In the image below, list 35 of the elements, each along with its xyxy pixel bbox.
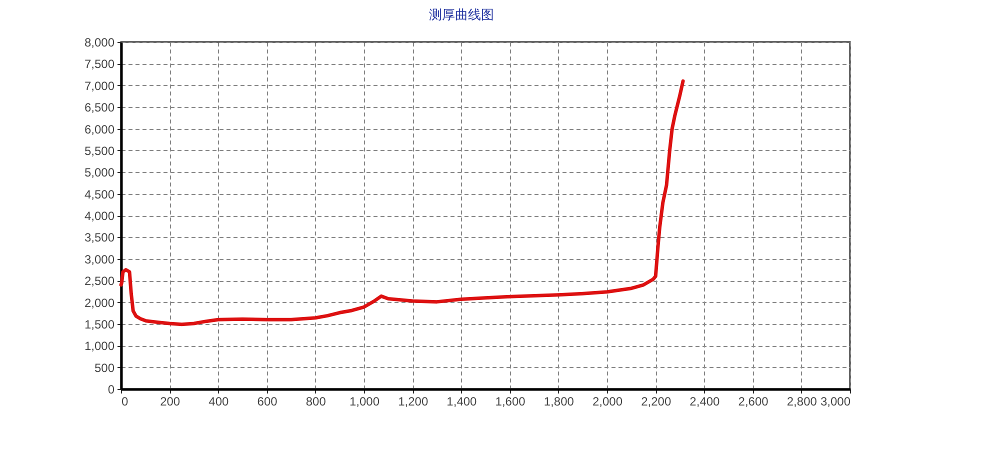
- y-tick-label: 7,500: [84, 57, 115, 72]
- x-tick-label: 1,800: [544, 394, 574, 408]
- x-tick-label: 1,400: [446, 394, 478, 408]
- x-tick-label: 600: [257, 394, 278, 408]
- y-tick-label: 2,000: [84, 296, 115, 310]
- x-tick-label: 2,800: [786, 394, 818, 408]
- y-tick-label: 7,000: [84, 78, 115, 93]
- y-tick-label: 1,000: [84, 339, 115, 354]
- y-tick-label: 5,500: [84, 144, 115, 158]
- y-tick-label: 3,000: [84, 252, 115, 266]
- y-tick-label: 500: [94, 360, 115, 375]
- x-tick-label: 800: [306, 394, 326, 408]
- x-tick-label: 400: [208, 394, 230, 408]
- y-tick-label: 8,000: [84, 36, 115, 50]
- line-series: [119, 79, 685, 326]
- y-tick-label: 4,500: [84, 187, 115, 202]
- y-tick-label: 2,500: [84, 274, 115, 288]
- x-tick-label: 2,400: [690, 394, 720, 408]
- x-tick-label: 2,600: [738, 394, 769, 408]
- y-tick-label: 3,500: [84, 230, 115, 245]
- y-tick-label: 6,000: [84, 122, 115, 136]
- x-tick-label: 2,000: [592, 394, 623, 408]
- x-tick-label: 3,000: [820, 394, 851, 408]
- x-tick-label: 200: [160, 394, 180, 408]
- x-tick-label: 1,600: [495, 394, 526, 408]
- y-tick-label: 6,500: [84, 100, 115, 115]
- chart-title: 测厚曲线图: [429, 7, 494, 22]
- x-tick-label: 1,200: [398, 394, 428, 408]
- y-tick-label: 5,000: [84, 166, 115, 180]
- x-tick-label: 1,000: [349, 394, 380, 408]
- y-tick-label: 0: [108, 382, 115, 396]
- x-tick-label: 0: [122, 394, 128, 408]
- y-tick-label: 4,000: [84, 209, 115, 223]
- y-tick-label: 1,500: [84, 317, 115, 332]
- x-tick-label: 2,200: [641, 394, 672, 408]
